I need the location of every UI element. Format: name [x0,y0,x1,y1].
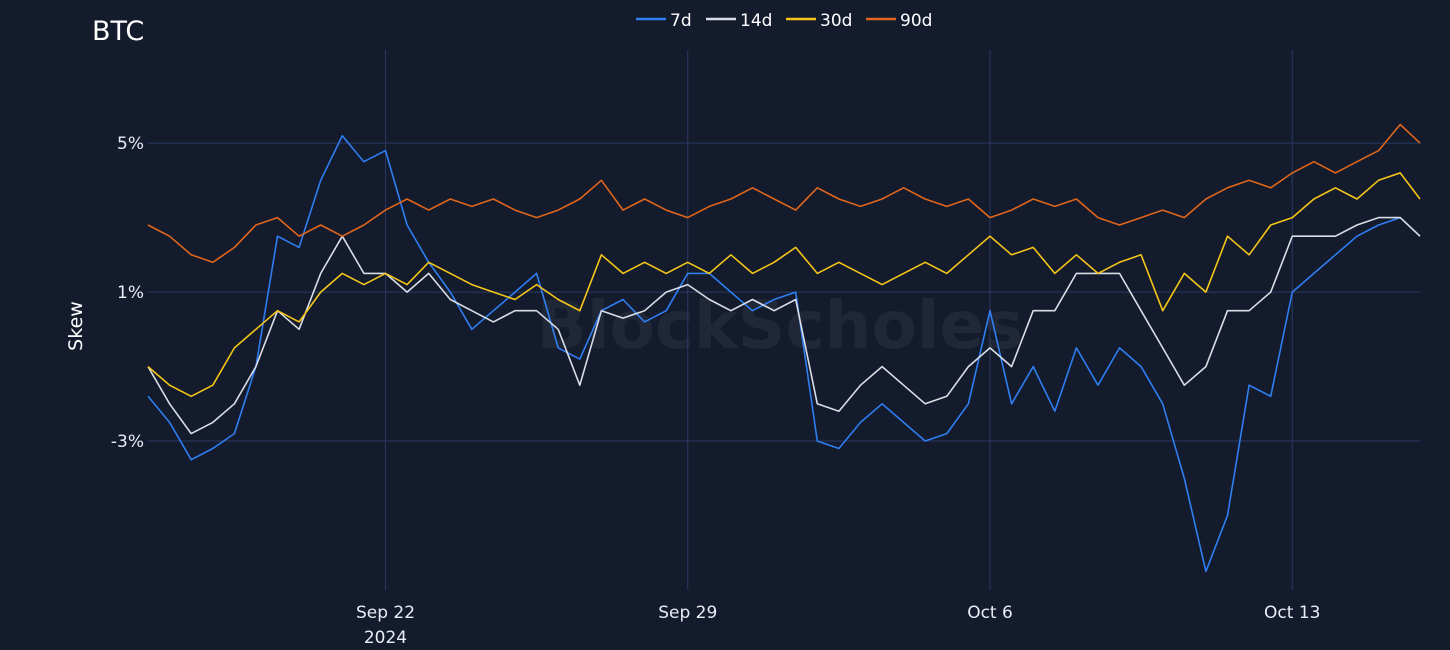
x-tick-label: Sep 29 [658,603,717,623]
x-tick-label: Sep 22 [356,603,415,623]
y-axis-ticks: 5% 1% -3% [111,134,144,452]
x-tick-sublabel: 2024 [364,628,407,648]
chart-title: BTC [92,16,144,47]
x-tick-label: Oct 13 [1264,603,1320,623]
x-tick-label: Oct 6 [967,603,1013,623]
y-tick-label: -3% [111,432,144,452]
legend: 7d 14d 30d 90d [636,11,932,31]
watermark-text: BlockScholes [537,287,1024,364]
series-line-7d [147,134,1421,573]
series-lines [147,123,1421,573]
legend-label-90d: 90d [900,11,932,31]
legend-label-30d: 30d [820,11,852,31]
y-tick-label: 5% [117,134,144,154]
legend-label-7d: 7d [670,11,692,31]
series-line-90d [147,123,1421,264]
y-tick-label: 1% [117,283,144,303]
legend-label-14d: 14d [740,11,772,31]
x-axis-ticks: Sep 22 2024 Sep 29 Oct 6 Oct 13 [356,603,1321,648]
grid-lines [148,50,1420,590]
y-axis-label: Skew [65,301,87,351]
series-line-14d [147,216,1421,435]
series-line-30d [147,172,1421,398]
